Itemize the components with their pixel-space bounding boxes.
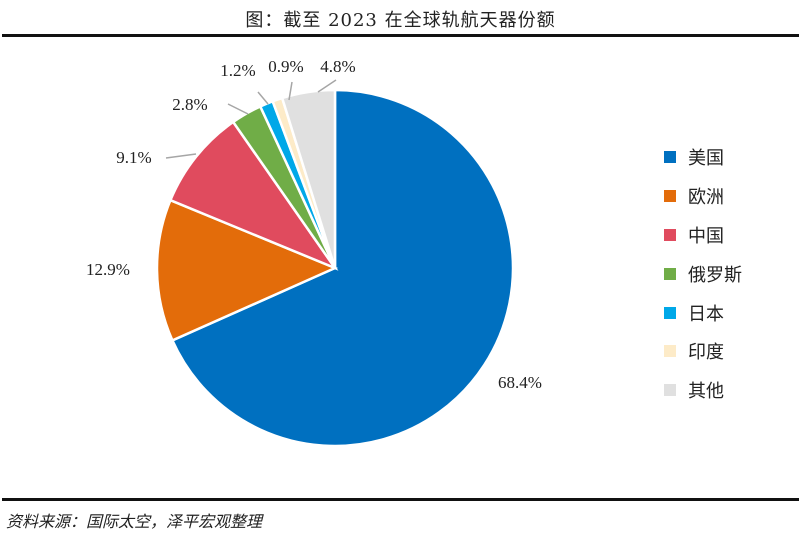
- legend-swatch: [664, 228, 676, 241]
- legend-swatch: [664, 306, 676, 319]
- legend-swatch: [664, 267, 676, 280]
- legend-label: 印度: [688, 342, 724, 364]
- pie-slice-7: [280, 88, 337, 269]
- data-label-3: 9.1%: [116, 148, 151, 167]
- legend-item: 欧洲: [664, 177, 742, 216]
- chart-title: 图：截至 2023 在全球轨航天器份额: [245, 10, 556, 31]
- pie-slice-3: [168, 120, 339, 271]
- data-label-7: 4.8%: [320, 57, 355, 76]
- legend-swatch: [664, 345, 676, 358]
- data-label-6: 0.9%: [268, 57, 303, 76]
- chart-legend: 美国欧洲中国俄罗斯日本印度其他: [664, 138, 742, 410]
- leader-line-4: [227, 103, 249, 115]
- legend-item: 中国: [664, 216, 742, 255]
- legend-label: 美国: [688, 148, 724, 170]
- legend-item: 美国: [664, 138, 742, 177]
- legend-swatch: [664, 151, 676, 164]
- top-rule: [2, 34, 799, 37]
- bottom-rule: [2, 498, 799, 501]
- data-label-2: 12.9%: [86, 260, 130, 279]
- legend-item: 其他: [664, 371, 742, 410]
- legend-item: 俄罗斯: [664, 254, 742, 293]
- legend-item: 日本: [664, 293, 742, 332]
- legend-label: 日本: [688, 303, 724, 325]
- data-label-5: 1.2%: [220, 61, 255, 80]
- legend-swatch: [664, 384, 676, 397]
- legend-item: 印度: [664, 332, 742, 371]
- leader-line-3: [165, 153, 197, 159]
- legend-label: 中国: [688, 225, 724, 247]
- legend-swatch: [664, 190, 676, 203]
- legend-label: 俄罗斯: [688, 264, 742, 286]
- data-label-1: 68.4%: [498, 373, 542, 392]
- source-note: 资料来源：国际太空，泽平宏观整理: [6, 512, 263, 531]
- legend-label: 其他: [688, 381, 724, 403]
- pie-slice-1: [170, 88, 515, 448]
- leader-line-6: [288, 81, 293, 101]
- pie-slice-2: [155, 198, 339, 343]
- data-label-4: 2.8%: [172, 95, 207, 114]
- leader-line-7: [317, 79, 337, 93]
- leader-line-5: [257, 91, 269, 105]
- legend-label: 欧洲: [688, 187, 724, 209]
